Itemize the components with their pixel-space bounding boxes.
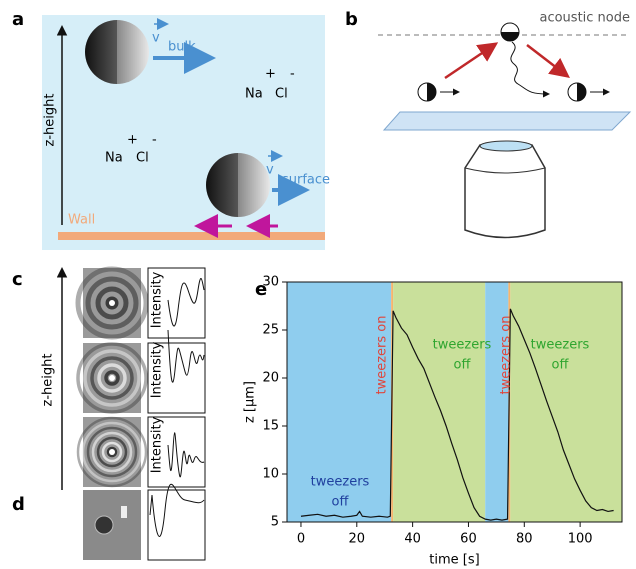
y-tick-label: 25 [262, 323, 279, 338]
ring-core [109, 449, 115, 455]
wall [58, 232, 325, 240]
sub: bulk [168, 40, 196, 55]
ion: - [152, 133, 157, 148]
ring [101, 441, 123, 463]
y-axis-label: z [μm] [243, 381, 258, 423]
y-tick-label: 30 [262, 275, 279, 290]
ion: + [127, 133, 138, 148]
annotation: off [454, 358, 472, 373]
panel-letter: e [255, 279, 267, 300]
v: v [152, 31, 160, 46]
ring-images [75, 266, 149, 488]
intensity-label: Intensity [150, 416, 165, 473]
objective [464, 140, 546, 239]
particles [417, 22, 610, 102]
y-tick-label: 5 [271, 515, 279, 530]
panel-letter: c [12, 269, 23, 290]
ring [81, 421, 143, 483]
x-tick-label: 100 [568, 532, 593, 547]
wall-label: Wall [68, 213, 95, 228]
panel-letter: b [345, 9, 358, 30]
annotation: tweezers [433, 338, 492, 353]
annotation: tweezers [311, 475, 370, 490]
span [287, 282, 392, 522]
ring [90, 356, 134, 400]
ring [95, 286, 129, 320]
y-tick-label: 15 [262, 419, 279, 434]
v: v [266, 163, 274, 178]
panel-letter: a [12, 9, 24, 30]
ring [106, 446, 118, 458]
ring [97, 363, 127, 393]
intensity-plots [147, 267, 206, 561]
annotation: tweezers [531, 338, 590, 353]
ring [76, 416, 148, 488]
ring [96, 436, 128, 468]
chart: 5 10 15 20 25 30 0 20 40 60 80 100 time [s] z [μm] twe… [243, 275, 623, 568]
span [485, 282, 509, 522]
tag [121, 506, 127, 518]
ion: Na [105, 151, 123, 166]
ring [83, 349, 141, 407]
ring [86, 426, 138, 478]
x-axis-label: time [s] [429, 553, 479, 568]
axis-label: z-height [43, 94, 58, 147]
intensity-label: Intensity [150, 271, 165, 328]
ring [105, 296, 119, 310]
slide [382, 111, 632, 131]
intensity-label: Intensity [150, 341, 165, 398]
ring-core [109, 375, 115, 381]
panel-letter: d [12, 494, 25, 515]
x-tick-label: 0 [297, 532, 305, 547]
axis-label: z-height [41, 354, 56, 407]
sphere [206, 153, 270, 217]
ring [75, 266, 149, 340]
plot-frame [286, 281, 623, 523]
ring [104, 370, 120, 386]
span [393, 282, 486, 522]
annotation: off [552, 358, 570, 373]
x-tick-label: 40 [404, 532, 421, 547]
y-tick-label: 20 [262, 371, 279, 386]
x-tick-label: 60 [460, 532, 477, 547]
node-label: acoustic node [539, 11, 630, 26]
ring [76, 342, 148, 414]
ion: Na [245, 87, 263, 102]
annotation: tweezers on [499, 316, 514, 395]
span [510, 282, 622, 522]
ring-core [109, 300, 115, 306]
y-tick-label: 10 [262, 467, 279, 482]
x-tick-label: 20 [349, 532, 366, 547]
ring [85, 276, 139, 330]
particle [94, 515, 114, 535]
ion: Cl [275, 87, 288, 102]
ring [91, 431, 133, 473]
x-tick-label: 80 [516, 532, 533, 547]
sub: surface [282, 173, 330, 188]
sphere [85, 20, 149, 84]
annotation: off [332, 495, 350, 510]
intensity-labels: Intensity Intensity Intensity [150, 271, 165, 473]
annotation: tweezers on [375, 316, 390, 395]
ion: - [290, 67, 295, 82]
ion: + [265, 67, 276, 82]
data-line [300, 308, 614, 521]
ion: Cl [136, 151, 149, 166]
